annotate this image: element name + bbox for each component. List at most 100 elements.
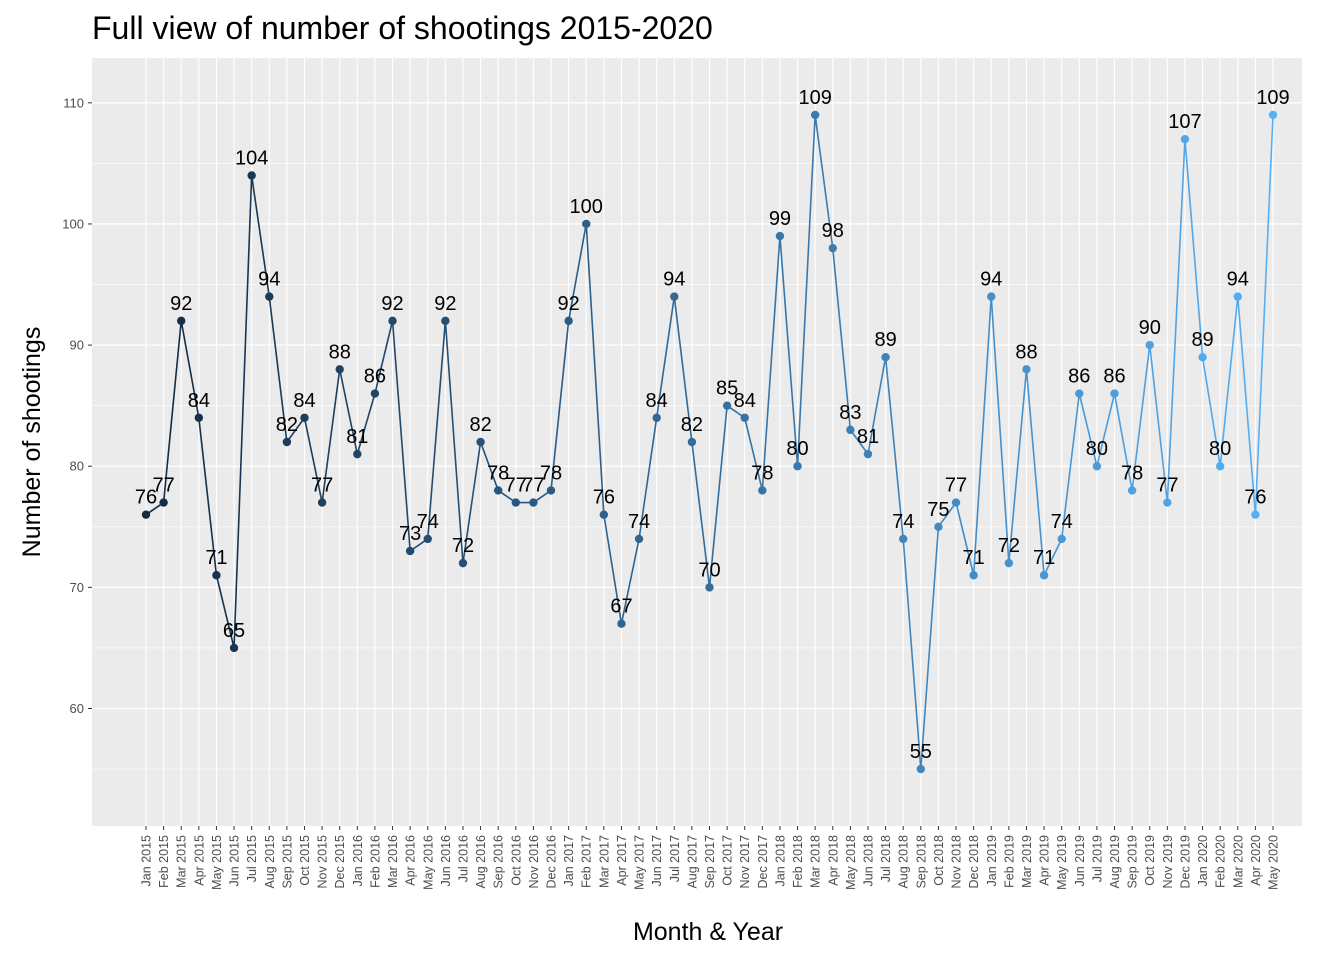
x-tick-label: May 2020 <box>1267 835 1281 890</box>
line-segment <box>1219 296 1239 467</box>
x-tick-label: Jan 2017 <box>562 835 576 886</box>
data-point <box>722 401 732 410</box>
x-tick-label: Apr 2017 <box>615 835 629 886</box>
data-label: 70 <box>698 559 720 581</box>
data-label: 71 <box>1033 547 1055 569</box>
x-tick-label: Apr 2016 <box>404 835 418 886</box>
line-segment <box>1113 393 1133 491</box>
data-label: 74 <box>892 511 914 533</box>
data-point <box>687 437 697 447</box>
x-tick-label: Dec 2018 <box>967 835 981 889</box>
data-point <box>652 413 661 422</box>
data-point <box>705 583 714 592</box>
line-segment <box>1025 369 1045 576</box>
line-segment <box>990 296 1010 564</box>
data-label: 84 <box>646 390 668 412</box>
data-label: 80 <box>1209 438 1231 460</box>
data-label: 81 <box>857 426 879 448</box>
data-label: 74 <box>1051 511 1073 533</box>
data-label: 86 <box>1068 366 1090 388</box>
line-segment <box>567 223 588 322</box>
x-tick-label: Mar 2020 <box>1231 835 1245 888</box>
data-point <box>370 389 380 398</box>
data-point <box>1233 292 1242 301</box>
line-segment <box>867 357 887 455</box>
data-point <box>405 546 415 556</box>
data-point <box>758 486 767 495</box>
x-tick-label: Oct 2015 <box>298 835 312 886</box>
x-tick-label: May 2018 <box>844 835 858 890</box>
data-label: 76 <box>593 487 615 509</box>
x-tick-label: Aug 2016 <box>474 835 488 889</box>
data-label: 73 <box>399 523 421 545</box>
x-tick-label: Apr 2020 <box>1249 835 1263 886</box>
line-segment <box>233 175 253 648</box>
data-label: 84 <box>734 390 756 412</box>
data-label: 78 <box>1121 462 1143 484</box>
x-tick-label: Mar 2018 <box>809 835 823 888</box>
grid-lines <box>92 58 1302 826</box>
data-label: 71 <box>963 547 985 569</box>
data-point <box>1163 498 1172 507</box>
data-point <box>564 316 573 326</box>
y-tick-label: 110 <box>63 95 84 110</box>
x-tick-label: Nov 2015 <box>316 835 330 889</box>
data-point <box>1180 134 1190 144</box>
line-segment <box>655 296 676 418</box>
data-label: 100 <box>570 196 603 218</box>
data-point <box>229 643 239 653</box>
data-point <box>810 110 820 120</box>
x-tick-label: Nov 2016 <box>527 835 541 889</box>
line-segment <box>1078 393 1098 467</box>
data-point <box>1039 571 1049 580</box>
data-label: 77 <box>522 475 544 497</box>
line-segment <box>321 369 341 503</box>
data-label: 80 <box>786 438 808 460</box>
y-tick-label: 80 <box>70 459 84 474</box>
data-point <box>317 498 327 507</box>
data-point <box>388 316 397 326</box>
line-segment <box>462 441 482 564</box>
data-label: 76 <box>135 487 157 509</box>
data-label: 67 <box>610 596 632 618</box>
data-label: 104 <box>235 148 268 170</box>
data-label: 77 <box>505 475 527 497</box>
x-tick-label: Jun 2015 <box>228 835 242 886</box>
data-label: 82 <box>276 414 298 436</box>
data-label: 94 <box>980 269 1002 291</box>
x-tick-label: Apr 2019 <box>1038 835 1052 886</box>
x-tick-label: Sep 2016 <box>492 835 506 889</box>
data-label: 78 <box>540 462 562 484</box>
line-segment <box>1184 139 1204 358</box>
line-segment <box>1131 344 1151 491</box>
data-label: 77 <box>152 475 174 497</box>
data-point <box>969 571 978 580</box>
data-point <box>476 437 485 447</box>
line-segment <box>831 248 852 430</box>
data-label: 82 <box>469 414 491 436</box>
line-segment <box>849 429 869 455</box>
x-tick-label: Nov 2019 <box>1161 835 1175 889</box>
data-label: 92 <box>170 293 192 315</box>
line-segment <box>585 223 605 515</box>
data-label: 109 <box>1256 87 1289 109</box>
y-tick-label: 100 <box>62 216 84 231</box>
x-tick-label: May 2017 <box>633 835 647 890</box>
data-label: 82 <box>681 414 703 436</box>
data-label: 78 <box>751 462 773 484</box>
data-label: 76 <box>1244 487 1266 509</box>
x-tick-label: Aug 2019 <box>1108 835 1122 889</box>
line-segment <box>902 538 922 770</box>
data-label: 98 <box>822 220 844 242</box>
line-segment <box>1148 345 1169 503</box>
data-point <box>282 437 292 447</box>
x-tick-label: Mar 2016 <box>386 835 400 888</box>
x-tick-label: May 2015 <box>210 835 224 890</box>
x-tick-label: Jun 2017 <box>650 835 664 886</box>
data-label: 83 <box>839 402 861 424</box>
data-point <box>1268 110 1278 120</box>
line-segment <box>603 514 623 624</box>
line-segment <box>198 417 218 576</box>
data-label: 72 <box>998 535 1020 557</box>
data-point <box>1215 462 1225 471</box>
